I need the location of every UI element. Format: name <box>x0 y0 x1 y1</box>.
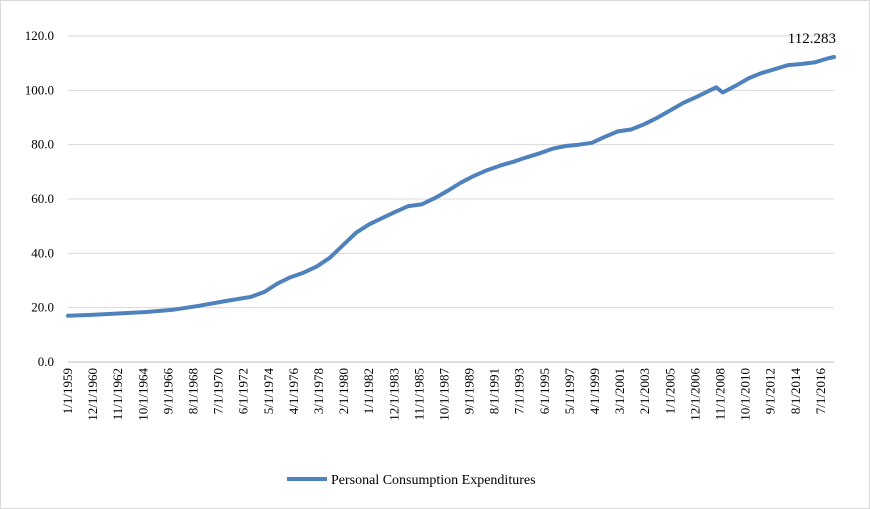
x-tick-label: 12/1/2006 <box>687 368 702 421</box>
y-axis-ticks: 0.0 20.0 40.0 60.0 80.0 100.0 120.0 <box>25 28 54 369</box>
y-tick-label: 100.0 <box>25 82 54 97</box>
x-tick-label: 7/1/1993 <box>512 368 527 414</box>
x-tick-label: 9/1/2012 <box>763 368 778 414</box>
x-tick-label: 11/1/2008 <box>713 368 728 420</box>
gridlines <box>68 35 834 363</box>
x-tick-label: 12/1/1960 <box>85 368 100 421</box>
x-tick-label: 8/1/1968 <box>185 368 200 414</box>
x-tick-label: 5/1/1997 <box>562 368 577 415</box>
x-tick-label: 1/1/1959 <box>60 368 75 414</box>
x-tick-label: 12/1/1983 <box>386 368 401 421</box>
series-line <box>66 55 836 318</box>
y-tick-label: 60.0 <box>31 191 54 206</box>
x-tick-label: 8/1/2014 <box>788 368 803 415</box>
x-tick-label: 4/1/1976 <box>286 368 301 415</box>
x-tick-label: 7/1/2016 <box>813 368 828 415</box>
x-tick-label: 3/1/2001 <box>612 368 627 414</box>
x-tick-label: 1/1/1982 <box>361 368 376 414</box>
x-tick-label: 9/1/1989 <box>462 368 477 414</box>
x-tick-label: 5/1/1974 <box>261 368 276 415</box>
x-tick-label: 2/1/2003 <box>637 368 652 414</box>
x-tick-label: 11/1/1962 <box>110 368 125 420</box>
y-tick-label: 80.0 <box>31 137 54 152</box>
series-group <box>66 55 836 318</box>
x-axis-ticks: 1/1/1959 12/1/1960 11/1/1962 10/1/1964 9/1/1… <box>60 368 828 421</box>
y-tick-label: 20.0 <box>31 300 54 315</box>
y-tick-label: 120.0 <box>25 28 54 43</box>
legend: Personal Consumption Expenditures <box>287 473 536 488</box>
x-tick-label: 10/1/1987 <box>436 368 451 421</box>
y-tick-label: 40.0 <box>31 245 54 260</box>
data-label: 112.283 <box>788 31 836 47</box>
x-tick-label: 1/1/2005 <box>662 368 677 414</box>
legend-label: Personal Consumption Expenditures <box>331 473 536 488</box>
x-tick-label: 3/1/1978 <box>311 368 326 414</box>
y-tick-label: 0.0 <box>38 354 54 369</box>
x-tick-label: 10/1/1964 <box>135 368 150 421</box>
x-tick-label: 11/1/1985 <box>411 368 426 420</box>
x-tick-label: 8/1/1991 <box>487 368 502 414</box>
x-tick-label: 4/1/1999 <box>587 368 602 414</box>
x-tick-label: 2/1/1980 <box>336 368 351 414</box>
x-tick-label: 10/1/2010 <box>738 368 753 421</box>
x-tick-label: 6/1/1972 <box>236 368 251 414</box>
x-tick-label: 6/1/1995 <box>537 368 552 414</box>
x-tick-label: 9/1/1966 <box>160 368 175 415</box>
x-tick-label: 7/1/1970 <box>211 368 226 414</box>
annotations: 112.283 <box>788 31 836 47</box>
